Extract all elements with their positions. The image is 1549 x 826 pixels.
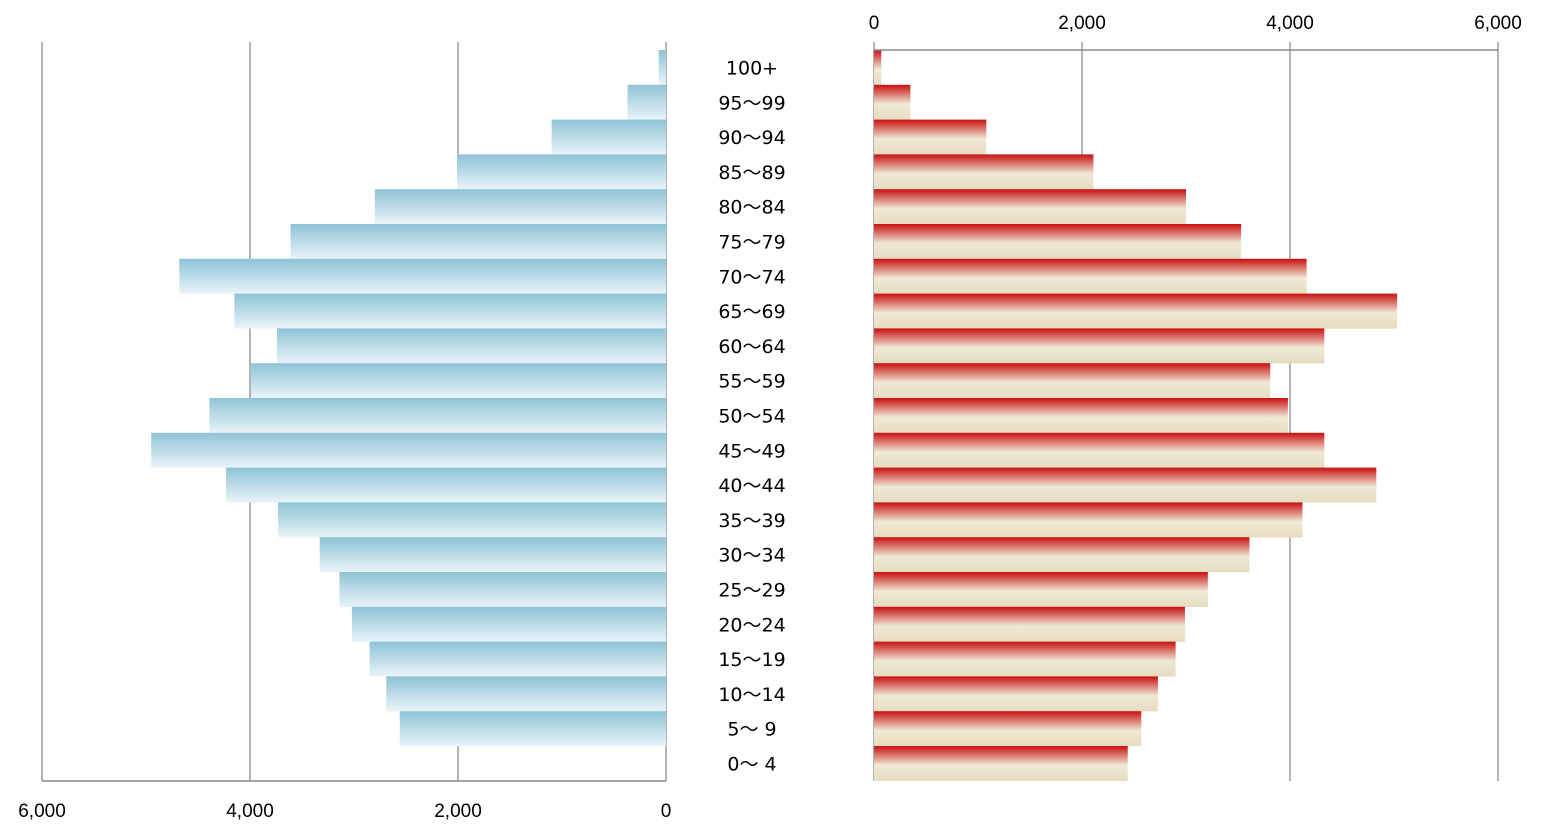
age-group-label: 80〜84 <box>718 197 785 219</box>
left-bar <box>386 676 666 712</box>
left-bar <box>151 432 666 468</box>
right-bar <box>874 258 1307 294</box>
left-bar <box>627 84 666 120</box>
left-bar <box>456 154 666 190</box>
right-bar <box>874 711 1142 747</box>
right-bar <box>874 502 1303 538</box>
right-axis-tick-label: 0 <box>869 13 880 34</box>
age-group-label: 20〜24 <box>718 614 785 636</box>
right-bar <box>874 119 987 155</box>
age-group-label: 10〜14 <box>718 684 785 706</box>
right-bar <box>874 572 1208 607</box>
left-bar <box>399 711 666 747</box>
axes <box>42 49 1498 782</box>
age-group-label: 5〜 9 <box>727 719 776 741</box>
left-bar <box>234 293 666 329</box>
age-group-label: 70〜74 <box>718 266 785 288</box>
age-group-label: 90〜94 <box>718 127 785 149</box>
right-bar <box>874 537 1250 573</box>
age-group-label: 50〜54 <box>718 406 785 428</box>
age-group-label: 60〜64 <box>718 336 785 358</box>
right-axis-tick-label: 6,000 <box>1474 13 1522 34</box>
left-bar <box>209 398 666 433</box>
right-bar <box>874 293 1398 329</box>
left-axis-tick-label: 2,000 <box>434 801 482 822</box>
left-bar <box>179 258 666 294</box>
left-axis-tick-label: 6,000 <box>18 801 66 822</box>
right-bar <box>874 641 1176 677</box>
left-bar <box>319 537 666 573</box>
right-bar <box>874 467 1377 503</box>
right-bar <box>874 189 1186 225</box>
age-group-label: 30〜34 <box>718 545 785 567</box>
right-bar <box>874 224 1242 259</box>
labels: 100+ 95〜99 90〜94 85〜89 80〜84 75〜79 70〜74 65〜69 6… <box>18 13 1522 822</box>
left-bar <box>226 467 666 503</box>
age-group-label: 15〜19 <box>718 649 785 671</box>
right-bar <box>874 432 1325 468</box>
age-group-label: 85〜89 <box>718 162 785 184</box>
age-group-label: 55〜59 <box>718 371 785 393</box>
right-bar <box>874 84 911 120</box>
left-axis-tick-label: 4,000 <box>226 801 274 822</box>
right-bar <box>874 50 882 85</box>
left-bar <box>251 363 667 399</box>
right-bar <box>874 606 1185 642</box>
age-group-label: 40〜44 <box>718 475 785 497</box>
right-bar <box>874 154 1094 190</box>
age-group-label: 75〜79 <box>718 232 785 254</box>
age-group-label: 65〜69 <box>718 301 785 323</box>
age-group-label: 95〜99 <box>718 92 785 114</box>
left-bar <box>278 502 666 538</box>
right-bar <box>874 363 1271 399</box>
left-bar <box>551 119 666 155</box>
right-bar <box>874 398 1288 433</box>
right-bar <box>874 328 1325 364</box>
age-group-label: 25〜29 <box>718 580 785 602</box>
left-axis-tick-label: 0 <box>661 801 672 822</box>
right-axis-tick-label: 4,000 <box>1266 13 1314 34</box>
left-bar <box>277 328 666 364</box>
left-bar <box>351 606 666 642</box>
right-axis-tick-label: 2,000 <box>1058 13 1106 34</box>
age-group-label: 35〜39 <box>718 510 785 532</box>
left-bar <box>290 224 666 259</box>
left-bar <box>369 641 666 677</box>
age-group-label: 0〜 4 <box>727 754 776 776</box>
left-bar <box>374 189 666 225</box>
right-bar <box>874 676 1158 712</box>
bars <box>151 50 1398 781</box>
age-group-label: 45〜49 <box>718 440 785 462</box>
age-group-label: 100+ <box>726 58 778 80</box>
right-bar <box>874 746 1128 781</box>
left-bar <box>339 572 666 607</box>
left-bar <box>658 50 666 85</box>
